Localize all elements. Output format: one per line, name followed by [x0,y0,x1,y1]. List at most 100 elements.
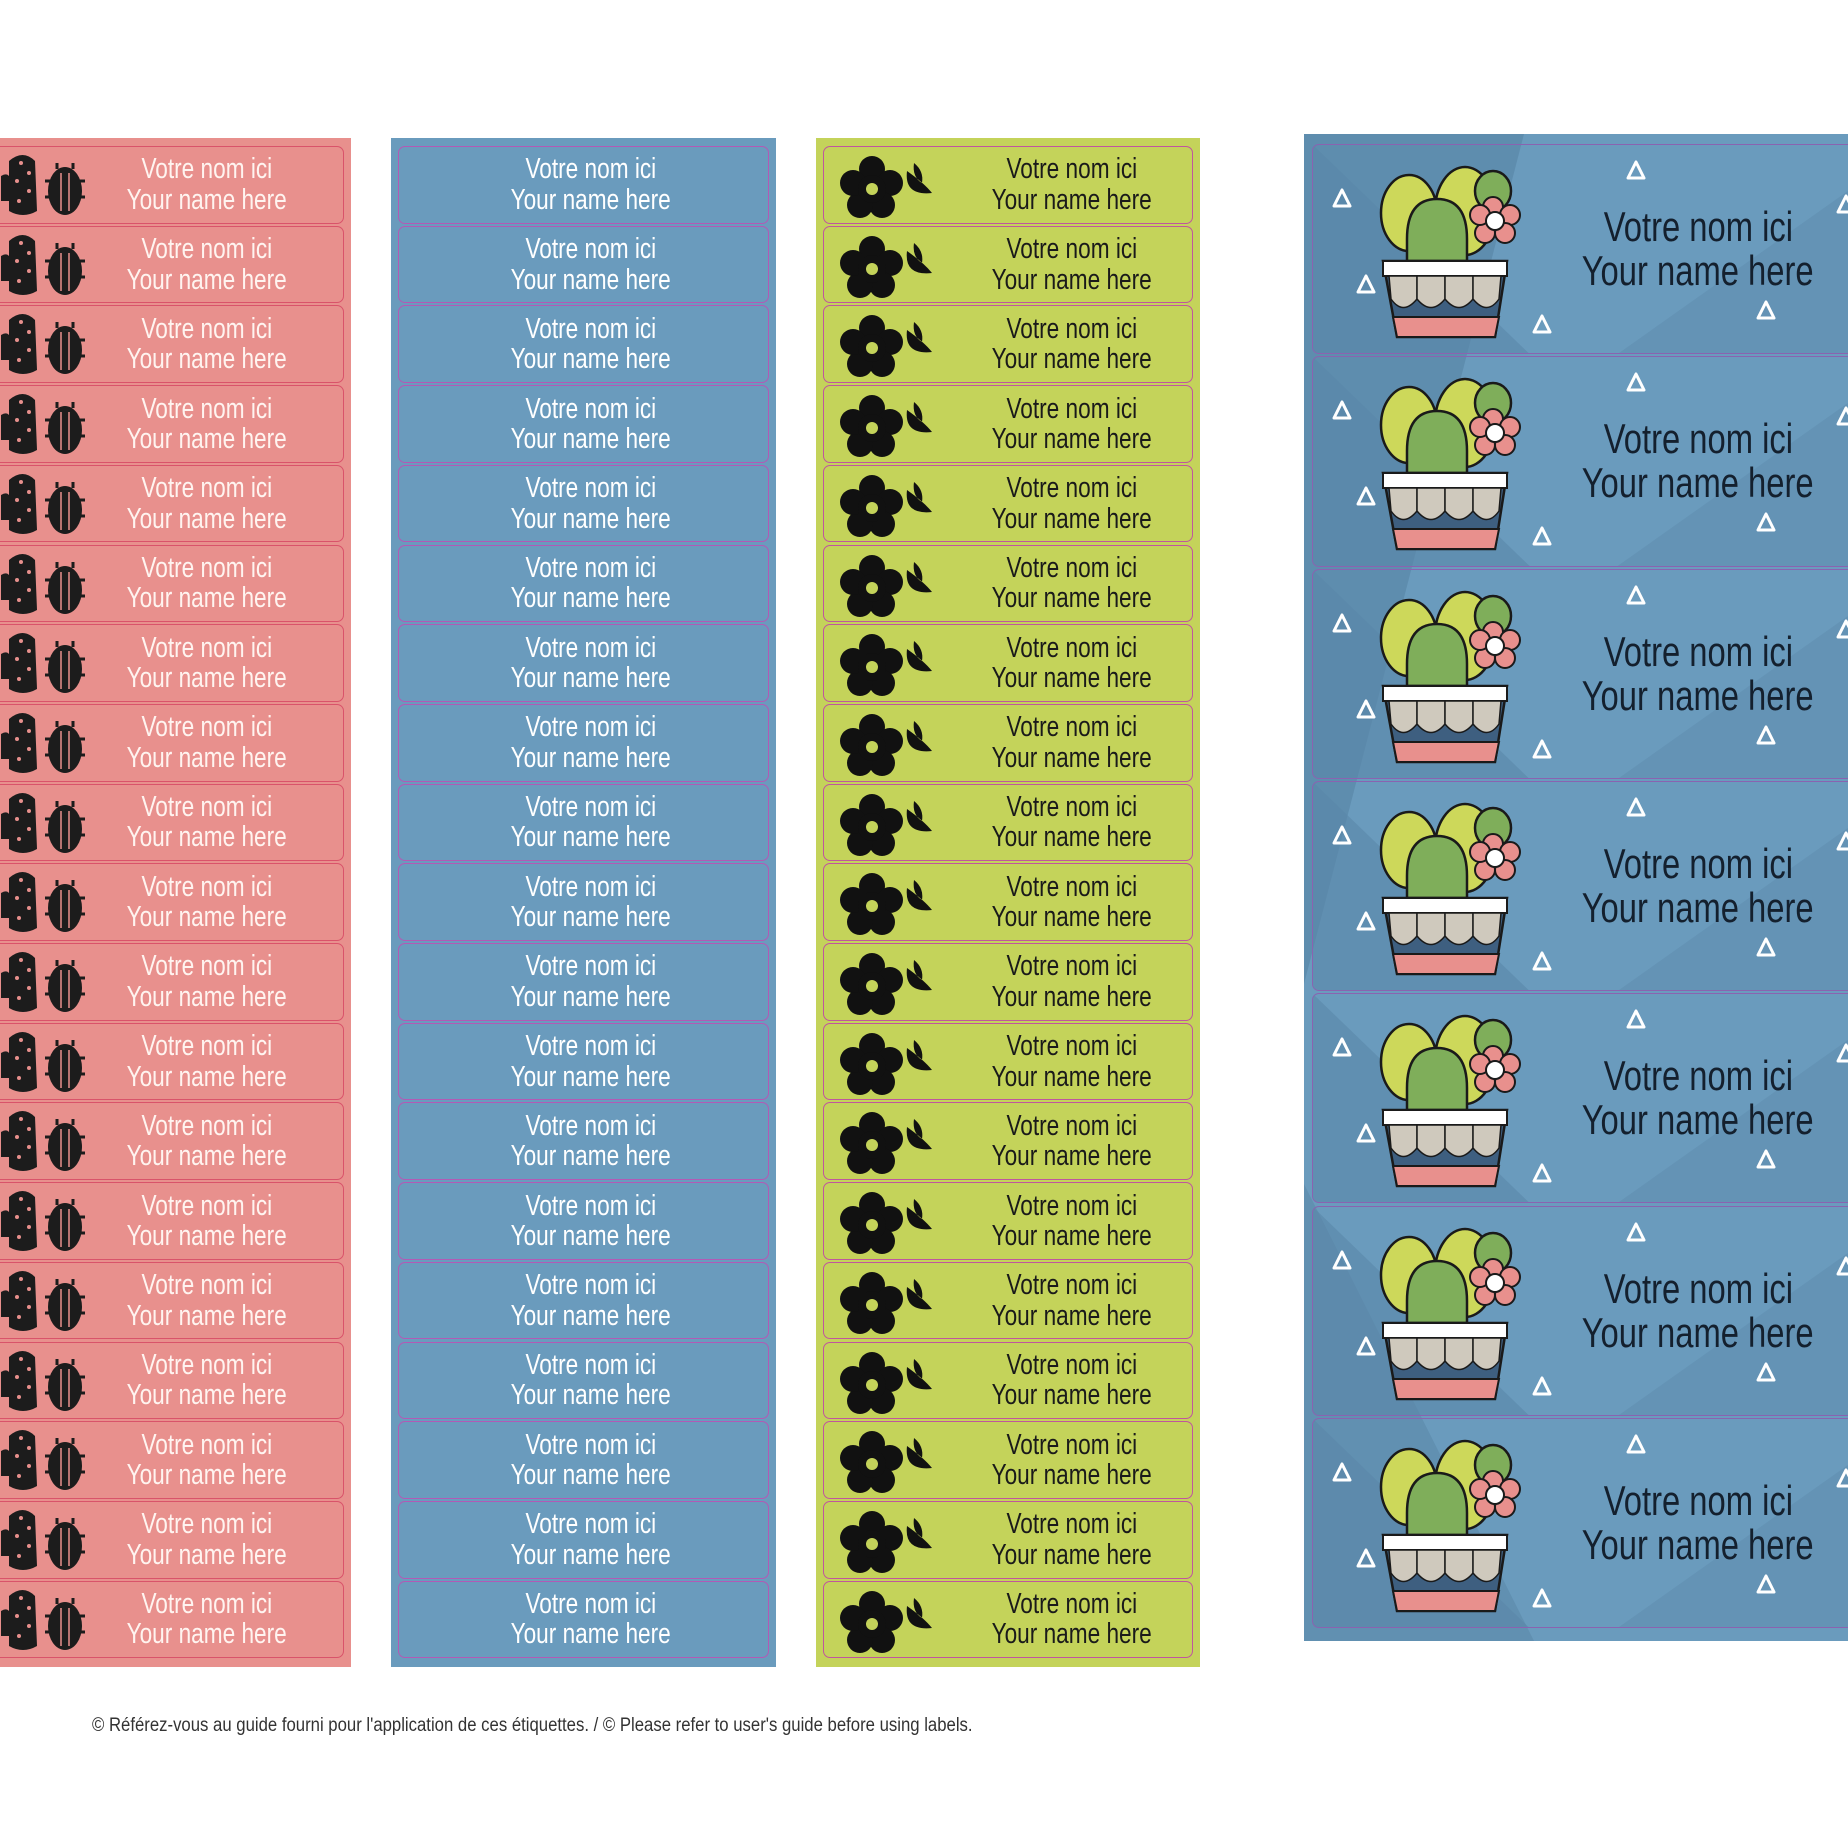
name-label[interactable]: Votre nom ici Your name here [398,1182,769,1260]
cactus-pair-icon [1,390,101,462]
flower-leaf-icon [832,550,942,622]
name-label[interactable]: Votre nom ici Your name here [398,1022,769,1101]
label-name-en: Your name here [126,502,288,535]
name-label[interactable]: Votre nom ici Your name here [398,943,769,1021]
name-label[interactable]: Votre nom ici Your name here [398,863,769,941]
name-label[interactable]: Votre nom ici Your name here [398,1102,769,1181]
name-label[interactable]: Votre nom ici Your name here [1312,993,1848,1204]
triangle-icon [1356,1123,1376,1143]
label-name-en: Your name here [510,1618,672,1651]
name-label[interactable]: Votre nom ici Your name here [398,464,769,543]
name-label[interactable]: Votre nom ici Your name here [823,1500,1193,1579]
cactus-pair-icon [1,151,101,223]
label-name-en: Your name here [991,422,1153,455]
cactus-pair-icon [1,550,101,622]
label-name-fr: Votre nom ici [1006,233,1138,266]
name-label[interactable]: Votre nom ici Your name here [0,1182,344,1260]
label-name-en: Your name here [126,1459,288,1492]
name-label[interactable]: Votre nom ici Your name here [1312,1205,1848,1416]
name-label[interactable]: Votre nom ici Your name here [0,544,344,623]
label-name-en: Your name here [126,1219,288,1252]
name-label[interactable]: Votre nom ici Your name here [0,1341,344,1420]
name-label[interactable]: Votre nom ici Your name here [398,1341,769,1420]
label-name-fr: Votre nom ici [1006,1588,1138,1620]
name-label[interactable]: Votre nom ici Your name here [0,943,344,1021]
name-label[interactable]: Votre nom ici Your name here [823,1341,1193,1420]
name-label[interactable]: Votre nom ici Your name here [823,943,1193,1021]
name-label[interactable]: Votre nom ici Your name here [398,1421,769,1499]
label-name-en: Your name here [991,263,1153,296]
name-label[interactable]: Votre nom ici Your name here [823,1261,1193,1340]
name-label[interactable]: Votre nom ici Your name here [1312,568,1848,779]
cactus-pair-icon [1,948,101,1020]
label-name-en: Your name here [991,901,1153,934]
name-label[interactable]: Votre nom ici Your name here [0,1261,344,1340]
name-label[interactable]: Votre nom ici Your name here [398,385,769,463]
label-sheet-pink: Votre nom ici Your name here Votre nom i… [0,138,351,1667]
label-name-en: Your name here [510,343,672,376]
name-label[interactable]: Votre nom ici Your name here [398,1580,769,1659]
name-label[interactable]: Votre nom ici Your name here [823,1421,1193,1499]
label-name-fr: Votre nom ici [141,791,273,823]
name-label[interactable]: Votre nom ici Your name here [823,863,1193,941]
name-label[interactable]: Votre nom ici Your name here [823,703,1193,782]
name-label[interactable]: Votre nom ici Your name here [823,1102,1193,1181]
name-label[interactable]: Votre nom ici Your name here [823,146,1193,224]
label-name-en: Your name here [126,263,288,296]
name-label[interactable]: Votre nom ici Your name here [0,783,344,862]
label-name-en: Your name here [1582,1096,1814,1144]
name-label[interactable]: Votre nom ici Your name here [823,385,1193,463]
name-label[interactable]: Votre nom ici Your name here [823,624,1193,702]
name-label[interactable]: Votre nom ici Your name here [398,305,769,384]
name-label[interactable]: Votre nom ici Your name here [0,863,344,941]
label-name-fr: Votre nom ici [525,711,657,744]
name-label[interactable]: Votre nom ici Your name here [398,703,769,782]
name-label[interactable]: Votre nom ici Your name here [0,146,344,224]
name-label[interactable]: Votre nom ici Your name here [823,783,1193,862]
name-label[interactable]: Votre nom ici Your name here [823,544,1193,623]
name-label[interactable]: Votre nom ici Your name here [398,225,769,304]
name-label[interactable]: Votre nom ici Your name here [823,305,1193,384]
name-label[interactable]: Votre nom ici Your name here [0,305,344,384]
name-label[interactable]: Votre nom ici Your name here [0,1580,344,1659]
name-label[interactable]: Votre nom ici Your name here [1312,780,1848,992]
label-name-en: Your name here [991,183,1153,216]
name-label[interactable]: Votre nom ici Your name here [0,624,344,702]
name-label[interactable]: Votre nom ici Your name here [0,1102,344,1181]
name-label[interactable]: Votre nom ici Your name here [0,1421,344,1499]
name-label[interactable]: Votre nom ici Your name here [823,1580,1193,1659]
name-label[interactable]: Votre nom ici Your name here [0,225,344,304]
name-label[interactable]: Votre nom ici Your name here [398,146,769,224]
flower-leaf-icon [832,231,942,303]
name-label[interactable]: Votre nom ici Your name here [823,464,1193,543]
name-label[interactable]: Votre nom ici Your name here [1312,356,1848,567]
name-label[interactable]: Votre nom ici Your name here [398,544,769,623]
name-label[interactable]: Votre nom ici Your name here [0,464,344,543]
name-label[interactable]: Votre nom ici Your name here [0,385,344,463]
name-label[interactable]: Votre nom ici Your name here [398,783,769,862]
name-label[interactable]: Votre nom ici Your name here [823,1182,1193,1260]
label-name-en: Your name here [510,422,672,455]
label-name-en: Your name here [510,1140,672,1173]
name-label[interactable]: Votre nom ici Your name here [0,1500,344,1579]
cactus-pair-icon [1,1028,101,1100]
triangle-icon [1532,1588,1552,1608]
label-name-en: Your name here [991,1060,1153,1093]
name-label[interactable]: Votre nom ici Your name here [398,1500,769,1579]
name-label[interactable]: Votre nom ici Your name here [823,225,1193,304]
name-label[interactable]: Votre nom ici Your name here [0,1022,344,1101]
name-label[interactable]: Votre nom ici Your name here [1312,1417,1848,1629]
name-label[interactable]: Votre nom ici Your name here [398,624,769,702]
name-label[interactable]: Votre nom ici Your name here [1312,144,1848,355]
cactus-pair-icon [1,231,101,303]
label-name-fr: Votre nom ici [1603,203,1793,251]
label-name-fr: Votre nom ici [525,233,657,266]
triangle-icon [1626,160,1646,180]
triangle-icon [1532,526,1552,546]
triangle-icon [1532,1376,1552,1395]
name-label[interactable]: Votre nom ici Your name here [398,1261,769,1340]
cactus-pair-icon [1,709,101,781]
name-label[interactable]: Votre nom ici Your name here [823,1022,1193,1101]
label-name-en: Your name here [510,1379,672,1412]
name-label[interactable]: Votre nom ici Your name here [0,703,344,782]
